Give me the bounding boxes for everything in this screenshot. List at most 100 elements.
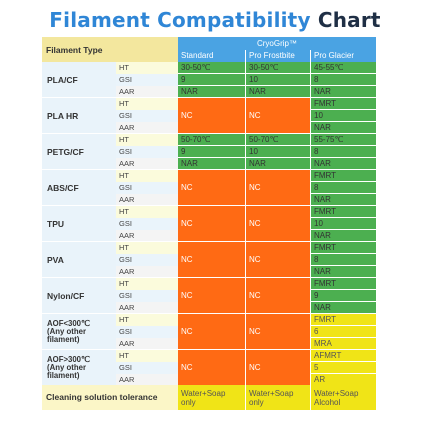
subrow-label: HT [116,278,178,290]
data-cell: NAR [311,122,376,134]
chart-title-part1: Filament Compatibility [49,8,311,32]
footer-value: Water+Soap only [246,385,311,410]
filament-name-text: PVA [47,254,64,265]
subrow-label-text: HT [119,171,129,181]
data-cell: MRA [311,338,376,350]
footer-value: Water+Soap only [178,385,246,410]
header-column-2-text: Pro Frostbite [249,51,295,60]
data-cell-text: NC [181,362,193,372]
data-cell-text: NAR [314,266,331,276]
subrow-label-text: HT [119,207,129,217]
header-column-2: Pro Frostbite [246,50,311,62]
header-group-text: CryoGrip™ [256,38,297,48]
subrow-label: HT [116,134,178,146]
subrow-label-text: GSI [119,255,132,265]
data-cell: FMRT [311,278,376,290]
data-cell: FMRT [311,206,376,218]
data-cell: AFMRT [311,350,376,362]
subrow-label-text: HT [119,63,129,73]
subrow-label-text: GSI [119,75,132,85]
data-cell: NAR [311,86,376,98]
data-cell-text: 55-75℃ [314,134,344,144]
subrow-label: HT [116,350,178,362]
header-column-1: Standard [178,50,246,62]
subrow-label-text: HT [119,243,129,253]
data-cell: NC [178,242,246,278]
subrow-label-text: AAR [119,374,135,384]
footer-value-text: Water+Soap [249,388,294,398]
subrow-label: GSI [116,110,178,122]
subrow-label: HT [116,242,178,254]
subrow-label: HT [116,170,178,182]
chart-title: Filament Compatibility Chart [0,8,430,32]
subrow-label: AAR [116,302,178,313]
filament-name-text: AOF<300℃ [47,318,90,328]
subrow-label: GSI [116,218,178,230]
header-column-3: Pro Glacier [311,50,376,62]
subrow-label: AAR [116,338,178,349]
data-cell-text: FMRT [314,170,337,180]
subrow-label: GSI [116,362,178,374]
filament-name: AOF>300℃ (Any other filament) [42,350,116,385]
filament-name-text: (Any other [47,326,86,336]
filament-name-text: PETG/CF [47,146,84,157]
subrow-label-text: AAR [119,122,135,132]
subrow-label-text: HT [119,99,129,109]
header-column-1-text: Standard [181,51,214,60]
header-filament-type: Filament Type [42,37,178,63]
data-cell-text: NC [249,182,261,192]
data-cell-text: FMRT [314,98,337,108]
footer-value-text: Water+Soap [181,388,226,398]
subrow-label-text: HT [119,351,129,361]
footer-value-text: only [249,397,264,407]
data-cell-text: NC [249,254,261,264]
data-cell: NAR [311,158,376,170]
subrow-label: AAR [116,122,178,133]
data-cell: 50-70℃ [246,134,311,146]
data-cell-text: 50-70℃ [181,134,211,144]
data-cell-text: 10 [314,218,323,228]
chart-title-part2: Chart [317,8,381,32]
data-cell-text: NAR [314,230,331,240]
subrow-label-text: GSI [119,147,132,157]
data-cell-text: 30-50℃ [249,62,279,72]
filament-name: PVA [42,242,116,277]
data-cell: NAR [311,230,376,242]
data-cell-text: NAR [181,158,198,168]
data-cell-text: 50-70℃ [249,134,279,144]
data-cell-text: NC [249,218,261,228]
subrow-label-text: GSI [119,327,132,337]
filament-name-text: ABS/CF [47,182,79,193]
header-filament-type-text: Filament Type [46,44,103,55]
data-cell: NC [178,206,246,242]
subrow-label-text: AAR [119,302,135,312]
data-cell: 5 [311,362,376,374]
subrow-label-text: GSI [119,111,132,121]
data-cell: 50-70℃ [178,134,246,146]
data-cell: 30-50℃ [178,62,246,74]
subrow-label: AAR [116,194,178,205]
data-cell: FMRT [311,314,376,326]
data-cell-text: 10 [249,74,258,84]
data-cell: 8 [311,74,376,86]
footer-value: Water+Soap Alcohol [311,385,376,410]
data-cell: NC [246,98,311,134]
subrow-label-text: AAR [119,86,135,96]
data-cell: 9 [178,146,246,158]
subrow-label: GSI [116,290,178,302]
subrow-label: AAR [116,86,178,97]
data-cell-text: 6 [314,326,319,336]
data-cell-text: 45-55℃ [314,62,344,72]
data-cell: FMRT [311,170,376,182]
subrow-label: AAR [116,266,178,277]
data-cell-text: FMRT [314,242,337,252]
data-cell: NAR [246,158,311,170]
data-cell: FMRT [311,98,376,110]
footer-label-text: Cleaning solution tolerance [46,392,158,403]
data-cell-text: FMRT [314,278,337,288]
filament-name: TPU [42,206,116,241]
subrow-label: GSI [116,74,178,86]
data-cell-text: 8 [314,182,319,192]
data-cell: 8 [311,182,376,194]
data-cell-text: NAR [181,86,198,96]
